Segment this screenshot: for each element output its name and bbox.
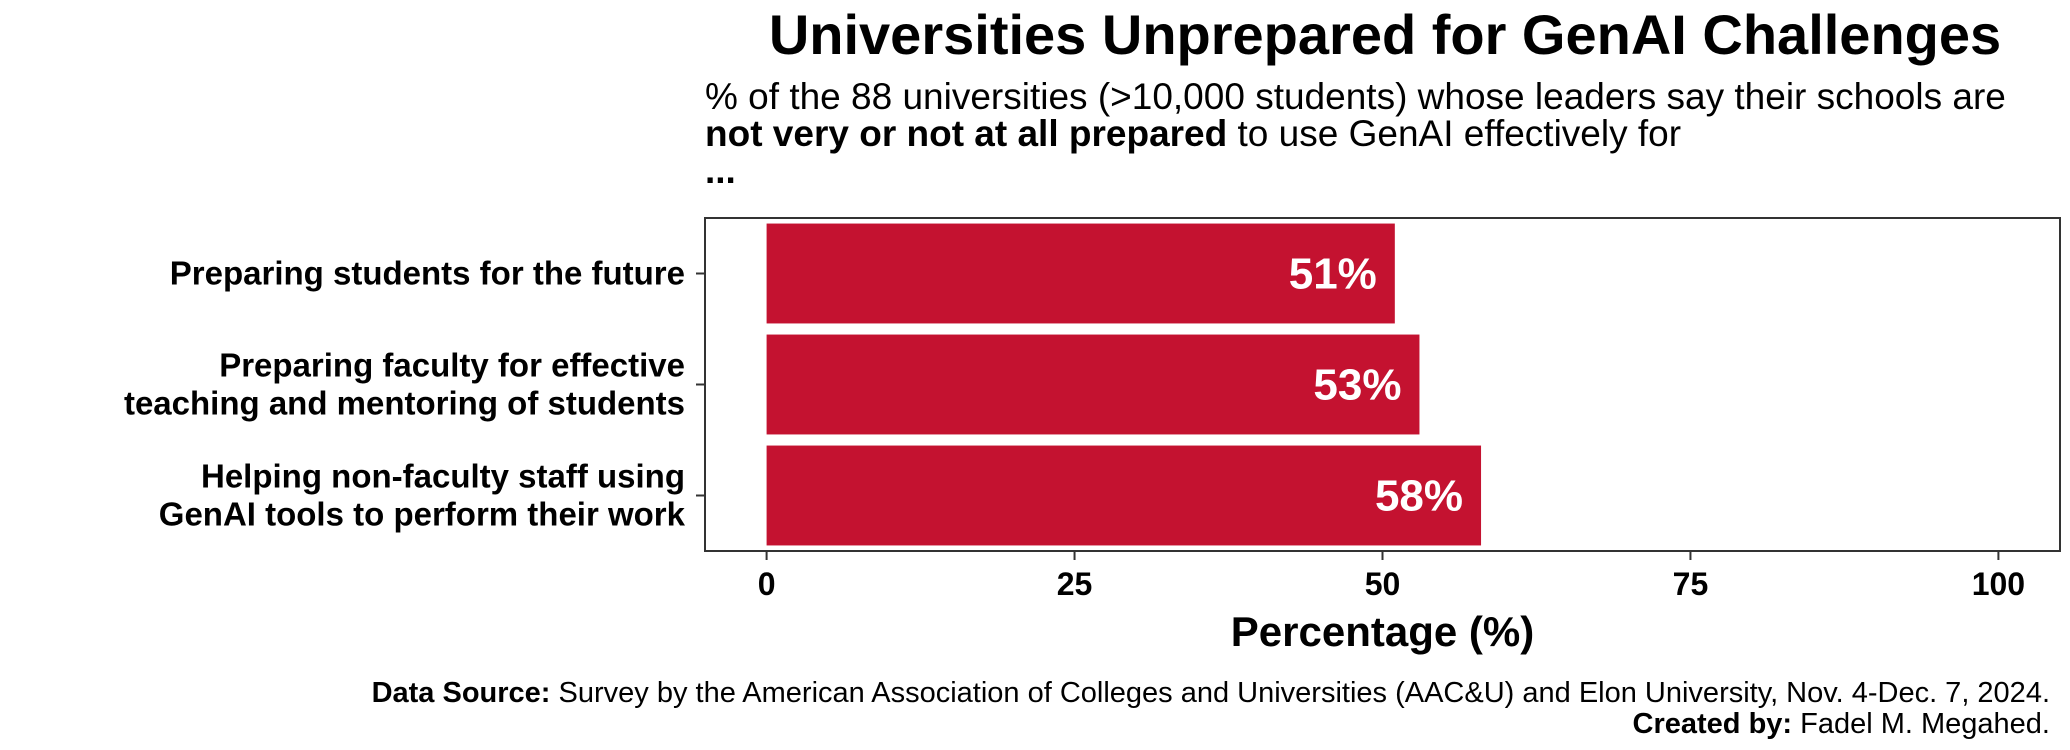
x-tick-label: 100 (1972, 566, 2025, 602)
y-tick-label-line: Helping non-faculty staff using (201, 458, 685, 495)
chart-subtitle: % of the 88 universities (>10,000 studen… (705, 78, 2065, 189)
y-tick-label-line: Preparing students for the future (170, 255, 685, 292)
y-tick-label: Preparing students for the future (170, 255, 685, 292)
bar (766, 223, 1395, 324)
subtitle-text-2: to use GenAI effectively for (1227, 113, 1682, 154)
subtitle-ellipsis: ... (705, 150, 736, 191)
x-tick-label: 75 (1673, 566, 1709, 602)
x-axis-title: Percentage (%) (1230, 608, 1535, 655)
source-text: Survey by the American Association of Co… (550, 677, 2051, 709)
x-tick-label: 50 (1365, 566, 1401, 602)
created-by-caption: Created by: Fadel M. Megahed. (1633, 708, 2050, 741)
subtitle-emphasis: not very or not at all prepared (705, 113, 1228, 154)
y-tick-label-line: Preparing faculty for effective (219, 347, 685, 384)
data-source-caption: Data Source: Survey by the American Asso… (372, 677, 2050, 710)
y-tick-label-line: GenAI tools to perform their work (159, 496, 686, 533)
y-tick-label-line: teaching and mentoring of students (124, 385, 685, 422)
data-label: 58% (1375, 472, 1463, 521)
bar (766, 334, 1420, 435)
chart-title: Universities Unprepared for GenAI Challe… (768, 3, 2002, 66)
y-tick-label: Helping non-faculty staff using GenAI too… (159, 458, 686, 533)
source-label: Data Source: (371, 677, 551, 709)
data-label: 53% (1313, 361, 1401, 410)
bar (766, 445, 1482, 546)
y-tick-label: Preparing faculty for effective teaching … (124, 347, 685, 422)
x-tick-label: 25 (1057, 566, 1093, 602)
x-tick-label: 0 (758, 566, 776, 602)
created-label: Created by: (1632, 708, 1793, 740)
created-text: Fadel M. Megahed. (1792, 708, 2050, 740)
subtitle-text-1: % of the 88 universities (>10,000 studen… (705, 76, 2006, 117)
data-label: 51% (1289, 250, 1377, 299)
